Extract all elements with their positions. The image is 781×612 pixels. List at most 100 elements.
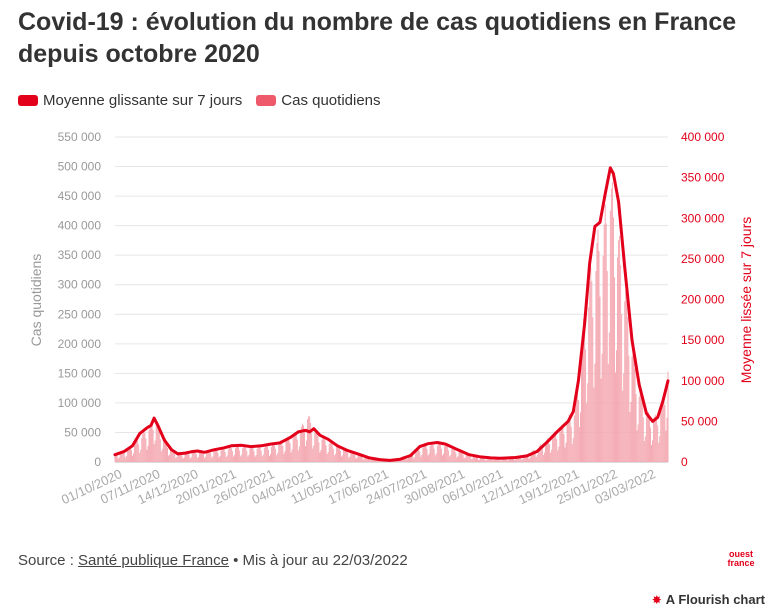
daily-cases-bar: [462, 454, 464, 462]
daily-cases-bar: [456, 457, 458, 462]
daily-cases-bar: [487, 457, 489, 462]
daily-cases-bar: [332, 448, 334, 462]
daily-cases-bar: [474, 455, 476, 462]
daily-cases-bar: [286, 438, 288, 462]
daily-cases-bar: [416, 450, 418, 462]
daily-cases-bar: [490, 457, 492, 462]
right-axis-tick-labels: 0 50 000 100 000 150 000 200 000 250 000 300 0…: [681, 130, 725, 469]
footer-source: Source : Santé publique France • Mis à j…: [18, 552, 408, 569]
daily-cases-bar: [287, 436, 289, 462]
daily-cases-bar: [242, 448, 244, 462]
ouest-france-logo[interactable]: ouest france: [718, 550, 764, 570]
daily-cases-bar: [460, 450, 462, 462]
daily-cases-bar: [267, 449, 269, 462]
daily-cases-bar: [219, 456, 221, 462]
daily-cases-bar: [190, 457, 192, 462]
daily-cases-bar: [310, 423, 312, 462]
daily-cases-bar: [610, 188, 612, 462]
daily-cases-bar: [539, 444, 541, 462]
daily-cases-bar: [126, 450, 128, 462]
daily-cases-bar: [362, 459, 364, 462]
daily-cases-bar: [437, 444, 439, 462]
legend-swatch-daily-cases: [256, 94, 277, 106]
left-tick-label: 550 000: [58, 130, 102, 144]
daily-cases-bar: [253, 451, 255, 462]
daily-cases-bar: [468, 454, 470, 462]
daily-cases-bar: [435, 453, 437, 462]
daily-cases-bar: [236, 446, 237, 462]
daily-cases-bar: [272, 444, 274, 462]
daily-cases-bar: [228, 447, 230, 462]
daily-cases-bar: [244, 445, 246, 462]
daily-cases-bar: [316, 432, 318, 462]
daily-cases-bar: [438, 443, 440, 462]
daily-cases-bar: [120, 451, 122, 462]
daily-cases-bar: [149, 425, 151, 462]
daily-cases-bar: [615, 372, 616, 462]
daily-cases-bar: [230, 448, 232, 462]
daily-cases-bar: [125, 455, 127, 462]
legend-item-moving-average[interactable]: Moyenne glissante sur 7 jours: [18, 92, 242, 109]
daily-cases-bar: [484, 458, 486, 462]
daily-cases-bar: [153, 444, 155, 462]
daily-cases-bar: [279, 441, 281, 462]
daily-cases-bar: [566, 424, 568, 462]
daily-cases-bar: [466, 453, 468, 462]
daily-cases-bar: [564, 447, 566, 462]
daily-cases-bar: [449, 456, 451, 462]
daily-cases-bar: [292, 437, 294, 462]
daily-cases-bar: [232, 456, 234, 462]
daily-cases-bar: [504, 458, 506, 462]
daily-cases-bar: [588, 307, 590, 462]
daily-cases-bar: [457, 456, 459, 462]
legend-item-daily-cases[interactable]: Cas quotidiens: [256, 92, 381, 109]
daily-cases-bar: [574, 408, 576, 462]
daily-cases-bar: [341, 456, 343, 462]
daily-cases-bar: [139, 452, 141, 462]
daily-cases-bar: [144, 433, 146, 462]
daily-cases-bar: [665, 430, 667, 462]
daily-cases-bar: [169, 454, 171, 462]
daily-cases-bar: [156, 422, 158, 462]
daily-cases-bar: [428, 453, 430, 462]
daily-cases-bar: [617, 257, 619, 462]
daily-cases-bar: [631, 356, 633, 462]
moving-average-line: [113, 166, 670, 462]
daily-cases-bar: [649, 417, 650, 462]
daily-cases-bar: [123, 453, 125, 462]
left-tick-label: 200 000: [58, 337, 102, 351]
daily-cases-bar: [503, 457, 505, 462]
legend-label-moving-average: Moyenne glissante sur 7 jours: [43, 91, 243, 109]
daily-cases-bar: [181, 455, 183, 462]
daily-cases-bar: [302, 425, 304, 462]
daily-cases-bar: [162, 438, 164, 462]
left-tick-label: 250 000: [58, 307, 102, 321]
daily-cases-bar: [309, 416, 311, 462]
daily-cases-bar: [569, 418, 571, 462]
daily-cases-bar: [308, 416, 310, 462]
left-tick-label: 500 000: [58, 160, 102, 174]
flourish-credit[interactable]: ✸ A Flourish chart: [652, 592, 765, 607]
daily-cases-bar: [370, 459, 372, 462]
daily-cases-bar: [553, 433, 555, 462]
daily-cases-bar: [131, 450, 132, 462]
daily-cases-bar: [447, 446, 449, 462]
daily-cases-bar: [454, 449, 456, 462]
daily-cases-bar: [414, 457, 416, 462]
daily-cases-bar: [262, 454, 264, 462]
daily-cases-bar: [239, 450, 241, 462]
daily-cases-bar: [350, 452, 352, 462]
daily-cases-bar: [278, 444, 280, 462]
daily-cases-bar: [304, 431, 305, 462]
daily-cases-bar: [620, 265, 622, 462]
daily-cases-bar: [335, 447, 337, 462]
daily-cases-bar: [422, 447, 424, 462]
daily-cases-bar: [359, 453, 361, 462]
daily-cases-bar: [210, 453, 212, 462]
daily-cases-bar: [297, 450, 299, 462]
daily-cases-bar: [497, 457, 499, 462]
daily-cases-bar: [645, 416, 647, 462]
source-link[interactable]: Santé publique France: [78, 552, 229, 569]
daily-cases-bar: [270, 454, 271, 462]
daily-cases-bar: [213, 451, 215, 462]
